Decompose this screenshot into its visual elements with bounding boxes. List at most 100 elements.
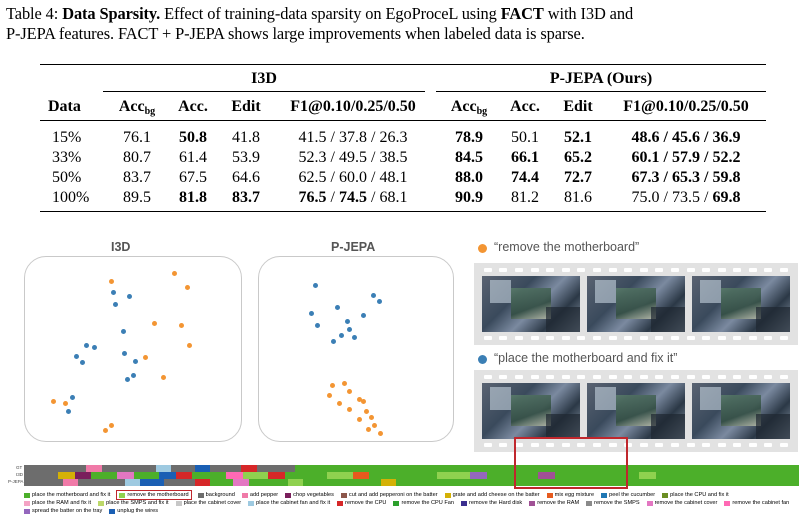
legend-swatch bbox=[109, 508, 116, 514]
orange-embedding-point bbox=[366, 427, 371, 432]
video-frame bbox=[482, 383, 580, 439]
legend-swatch bbox=[444, 492, 451, 498]
blue-embedding-point bbox=[361, 313, 366, 318]
blue-embedding-point bbox=[345, 319, 350, 324]
orange-embedding-point bbox=[357, 397, 362, 402]
segmentation-row-pjepa bbox=[24, 479, 799, 486]
orange-embedding-point bbox=[369, 415, 374, 420]
legend-swatch bbox=[175, 500, 182, 506]
seg-row-label: GT bbox=[16, 465, 23, 470]
group-rule-i3d bbox=[103, 91, 425, 92]
orange-embedding-point bbox=[364, 409, 369, 414]
filmstrip-remove-motherboard bbox=[474, 263, 798, 345]
table-bottom-rule bbox=[40, 211, 766, 213]
orange-embedding-point bbox=[109, 279, 114, 284]
blue-embedding-point bbox=[84, 343, 89, 348]
blue-embedding-point bbox=[352, 335, 357, 340]
legend-item: cut and add pepperoni on the batter bbox=[340, 491, 438, 499]
legend-swatch bbox=[337, 500, 344, 506]
blue-embedding-point bbox=[121, 329, 126, 334]
legend-item: place the CPU and fix it bbox=[662, 491, 729, 499]
blue-marker-icon bbox=[478, 355, 487, 364]
table-top-rule bbox=[40, 64, 766, 66]
orange-embedding-point bbox=[63, 401, 68, 406]
col-header-f1-pjepa: F1@0.10/0.25/0.50 bbox=[623, 98, 749, 115]
legend-swatch bbox=[724, 500, 731, 506]
legend-item: remove the cabinet cover bbox=[646, 499, 717, 507]
cell-i3d-f1: 76.5 / 74.5 / 68.1 bbox=[298, 189, 408, 206]
legend-item: add pepper bbox=[241, 491, 278, 499]
cell-pjepa-accbg: 78.9 bbox=[455, 129, 483, 146]
col-header-f1-i3d: F1@0.10/0.25/0.50 bbox=[290, 98, 416, 115]
blue-embedding-point bbox=[309, 311, 314, 316]
legend-item: unplug the wires bbox=[109, 507, 158, 515]
legend-swatch bbox=[646, 500, 653, 506]
cell-i3d-acc: 50.8 bbox=[179, 129, 207, 146]
seg-row-label: P-JEPA bbox=[8, 479, 24, 484]
row-data-label: 100% bbox=[52, 189, 90, 206]
cell-pjepa-edit: 65.2 bbox=[564, 149, 592, 166]
blue-embedding-point bbox=[371, 293, 376, 298]
legend-swatch bbox=[24, 500, 30, 506]
legend-swatch bbox=[529, 500, 536, 506]
orange-embedding-point bbox=[179, 323, 184, 328]
col-header-edit-i3d: Edit bbox=[231, 98, 261, 115]
orange-embedding-point bbox=[152, 321, 157, 326]
blue-embedding-point bbox=[313, 283, 318, 288]
video-frame bbox=[587, 383, 685, 439]
video-frame bbox=[692, 276, 790, 332]
cell-i3d-f1: 62.5 / 60.0 / 48.1 bbox=[298, 169, 408, 186]
cell-pjepa-f1: 60.1 / 57.9 / 52.2 bbox=[631, 149, 741, 166]
legend-swatch bbox=[24, 492, 30, 498]
orange-embedding-point bbox=[342, 381, 347, 386]
panel-title-pjepa: P-JEPA bbox=[331, 240, 376, 254]
cell-i3d-acc: 81.8 bbox=[179, 189, 207, 206]
orange-embedding-point bbox=[143, 355, 148, 360]
legend-swatch bbox=[601, 492, 608, 498]
col-header-accbg-i3d: Accbg bbox=[118, 98, 156, 117]
blue-embedding-point bbox=[347, 327, 352, 332]
legend-item: place the cabinet cover bbox=[175, 499, 241, 507]
caption-title: Data Sparsity. bbox=[62, 4, 161, 23]
caption-text-b: with I3D and bbox=[547, 4, 634, 23]
blue-embedding-point bbox=[74, 354, 79, 359]
blue-embedding-point bbox=[125, 377, 130, 382]
blue-embedding-point bbox=[133, 359, 138, 364]
segmentation-legend: place the motherboard and fix it remove … bbox=[24, 490, 800, 515]
row-data-label: 50% bbox=[52, 169, 82, 186]
col-header-acc-i3d: Acc. bbox=[178, 98, 208, 115]
legend-item: remove the CPU Fan bbox=[393, 499, 454, 507]
orange-embedding-point bbox=[172, 271, 177, 276]
orange-embedding-point bbox=[327, 393, 332, 398]
legend-swatch bbox=[197, 492, 204, 498]
legend-item-highlighted: remove the motherboard bbox=[116, 490, 192, 500]
seg-row-label: I3D bbox=[16, 472, 24, 477]
orange-embedding-point bbox=[347, 407, 352, 412]
orange-embedding-point bbox=[185, 285, 190, 290]
filmstrip-place-motherboard bbox=[474, 370, 798, 452]
col-header-accbg-pjepa: Accbg bbox=[450, 98, 488, 117]
cell-pjepa-f1: 48.6 / 45.6 / 36.9 bbox=[631, 129, 741, 146]
row-data-label: 15% bbox=[52, 129, 82, 146]
cell-i3d-accbg: 89.5 bbox=[123, 189, 151, 206]
blue-embedding-point bbox=[335, 305, 340, 310]
cell-i3d-f1: 41.5 / 37.8 / 26.3 bbox=[298, 129, 408, 146]
cell-pjepa-acc: 50.1 bbox=[511, 129, 539, 146]
cell-i3d-accbg: 76.1 bbox=[123, 129, 151, 146]
quote-remove-motherboard: “remove the motherboard” bbox=[494, 240, 640, 254]
blue-embedding-point bbox=[122, 351, 127, 356]
legend-item: remove the Hard disk bbox=[461, 499, 522, 507]
legend-swatch bbox=[248, 500, 255, 506]
caption-text-a: Effect of training-data sparsity on EgoP… bbox=[164, 4, 497, 23]
legend-swatch bbox=[340, 492, 347, 498]
legend-item: chop vegetables bbox=[285, 491, 334, 499]
cell-pjepa-accbg: 90.9 bbox=[455, 189, 483, 206]
orange-embedding-point bbox=[187, 343, 192, 348]
col-header-data: Data bbox=[48, 98, 81, 115]
blue-embedding-point bbox=[80, 360, 85, 365]
group-rule-pjepa bbox=[436, 91, 766, 92]
scatter-panel-i3d bbox=[24, 256, 242, 442]
orange-embedding-point bbox=[337, 401, 342, 406]
legend-item: spread the batter on the tray bbox=[24, 507, 102, 515]
blue-embedding-point bbox=[339, 333, 344, 338]
